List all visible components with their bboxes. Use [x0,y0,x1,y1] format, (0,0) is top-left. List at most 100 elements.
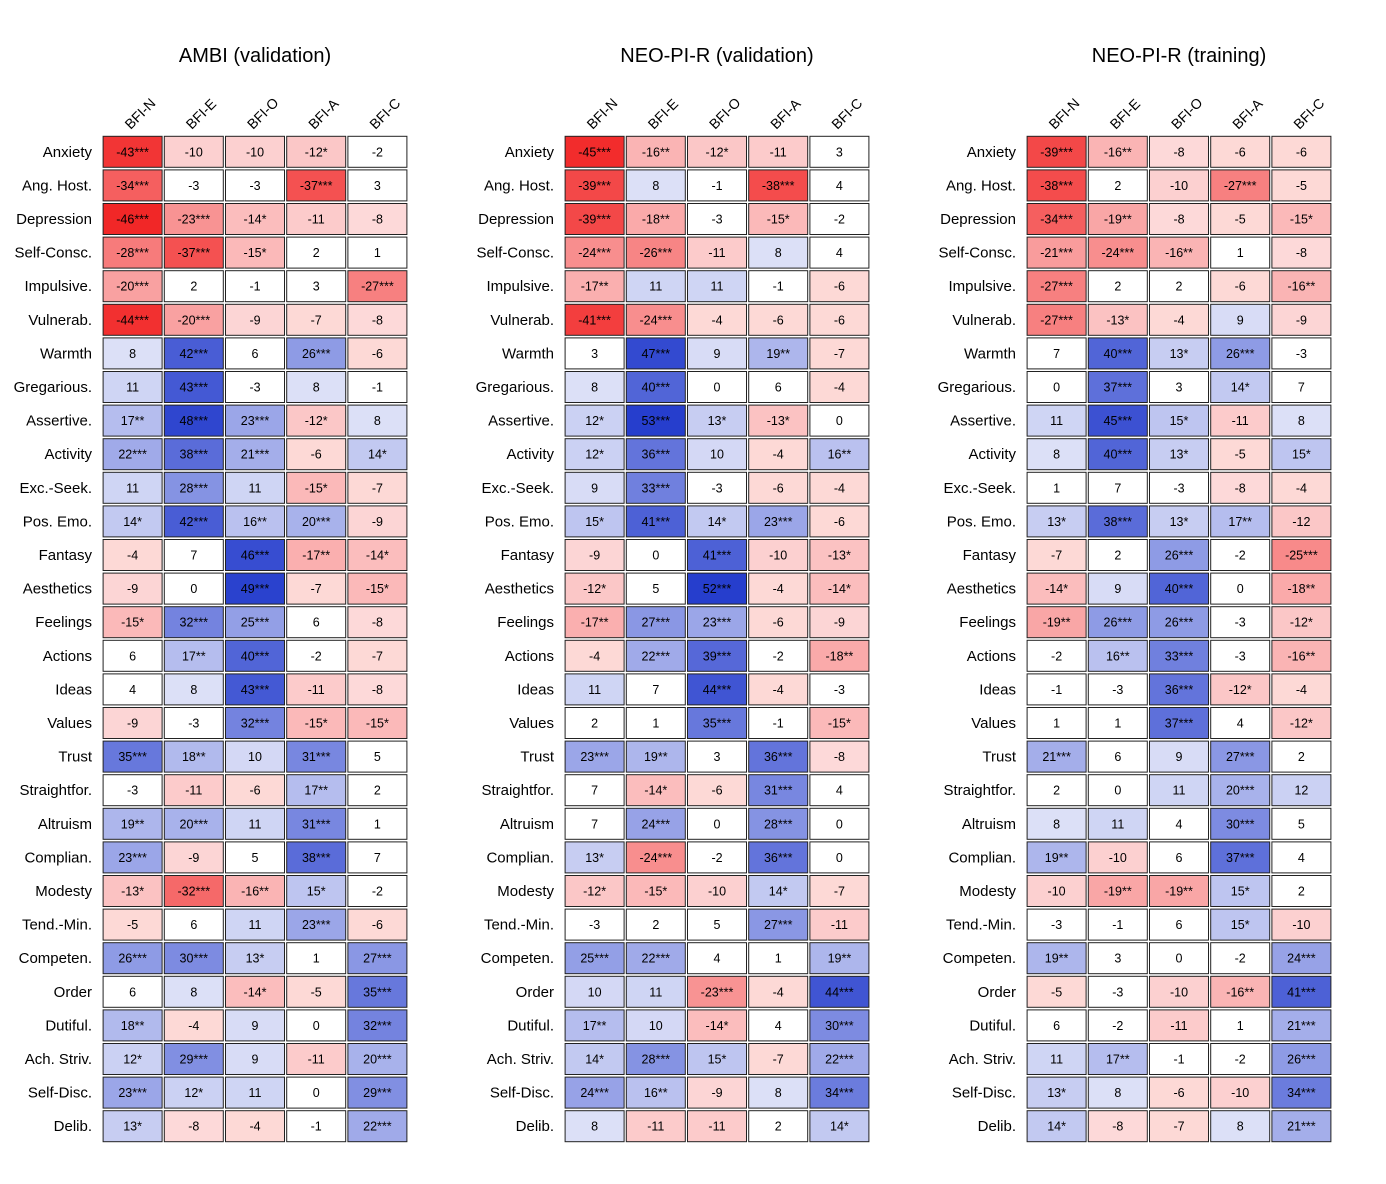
cell-value-label: -39*** [578,213,611,227]
cell-value-label: -4 [773,683,784,697]
heatmap-cell [748,1043,809,1075]
heatmap-cell [286,236,347,269]
cell-value-label: 38*** [1104,515,1133,529]
heatmap-cell [748,1009,809,1042]
heatmap-cell [1149,572,1209,605]
row-label: Actions [43,648,92,665]
cell-value-label: 47*** [642,347,671,361]
cell-value-label: -15* [828,717,851,731]
heatmap-cell [748,337,809,370]
heatmap-cell [102,203,163,235]
heatmap-cell [1026,135,1087,168]
heatmap-cell [225,572,285,605]
cell-value-label: 32*** [363,1019,392,1033]
cell-value-label: -27*** [1224,179,1257,193]
heatmap-cell [1149,337,1209,370]
heatmap-cell [748,1110,809,1143]
cell-value-label: 8 [129,347,136,361]
cell-value-label: -2 [1112,1019,1123,1033]
cell-value-label: 23*** [703,616,732,630]
cell-value-label: 16** [1106,649,1130,663]
row-label: Values [509,715,554,732]
cell-value-label: 2 [1114,179,1121,193]
heatmap-cell [225,740,285,773]
heatmap-cell [1210,572,1271,605]
cell-value-label: -38*** [1040,179,1073,193]
cell-value-label: 14* [1047,1120,1066,1134]
heatmap-cell [809,942,870,975]
row-label: Feelings [35,614,92,631]
column-label: BFI-N [583,95,620,132]
cell-value-label: 9 [591,481,598,495]
heatmap-cell [102,270,163,303]
heatmap-cell [163,404,224,437]
heatmap-cell [748,673,809,706]
cell-value-label: -4 [773,448,784,462]
heatmap-cell [1026,707,1087,739]
heatmap-cell [1210,707,1271,739]
cell-value-label: -27*** [1040,313,1073,327]
cell-value-label: -43*** [116,145,149,159]
cell-value-label: 37*** [1226,851,1255,865]
heatmap-cell [687,371,747,403]
cell-value-label: -34*** [116,179,149,193]
heatmap-cell [748,908,809,941]
cell-value-label: -7 [311,313,322,327]
cell-value-label: -11 [708,1120,725,1134]
cell-value-label: -24*** [1101,246,1134,260]
cell-value-label: -11 [770,145,787,159]
cell-value-label: -14* [1045,582,1068,596]
heatmap-cell [1149,807,1209,840]
heatmap-cell [687,673,747,706]
row-label: Self-Consc. [938,245,1016,262]
cell-value-label: 31*** [764,784,793,798]
column-label: BFI-N [121,95,158,132]
cell-value-label: -7 [834,347,845,361]
cell-value-label: 6 [252,347,259,361]
cell-value-label: -8 [1235,481,1246,495]
cell-value-label: -12* [706,145,729,159]
cell-value-label: 1 [374,817,381,831]
heatmap-cell [748,505,809,538]
cell-value-label: 9 [1176,750,1183,764]
cell-value-label: -4 [834,381,845,395]
cell-value-label: 6 [1176,918,1183,932]
heatmap-cell [625,539,686,571]
heatmap-cell [225,337,285,370]
cell-value-label: 20*** [1226,784,1255,798]
row-label: Actions [505,648,554,665]
cell-value-label: -11 [185,784,202,798]
cell-value-label: 17** [1106,1053,1130,1067]
cell-value-label: -12 [1292,515,1310,529]
cell-value-label: -3 [188,179,199,193]
cell-value-label: 11 [249,1086,262,1100]
heatmap-cell [809,169,870,202]
row-label: Altruism [500,816,554,833]
cell-value-label: -5 [1051,985,1062,999]
cell-value-label: 23*** [580,750,609,764]
cell-value-label: 49*** [241,582,270,596]
row-label: Assertive. [950,413,1016,430]
cell-value-label: 2 [1176,280,1183,294]
cell-value-label: -1 [1051,683,1062,697]
heatmap-cell [163,606,224,639]
heatmap-cell [564,505,625,538]
row-label: Anxiety [505,144,555,161]
cell-value-label: 33*** [1165,649,1194,663]
cell-value-label: 1 [1237,1019,1244,1033]
heatmap-cell [225,942,285,975]
row-label: Anxiety [43,144,93,161]
cell-value-label: 7 [652,683,659,697]
cell-value-label: 7 [1114,481,1121,495]
cell-value-label: -44*** [116,313,149,327]
row-label: Self-Disc. [952,1085,1016,1102]
cell-value-label: 8 [1114,1086,1121,1100]
cell-value-label: 0 [1176,952,1183,966]
row-label: Ang. Host. [946,177,1016,194]
row-label: Altruism [38,816,92,833]
cell-value-label: 35*** [703,717,732,731]
heatmap-cell [286,774,347,807]
heatmap-cell [809,639,870,672]
cell-value-label: -8 [834,750,845,764]
cell-value-label: 5 [1298,817,1305,831]
